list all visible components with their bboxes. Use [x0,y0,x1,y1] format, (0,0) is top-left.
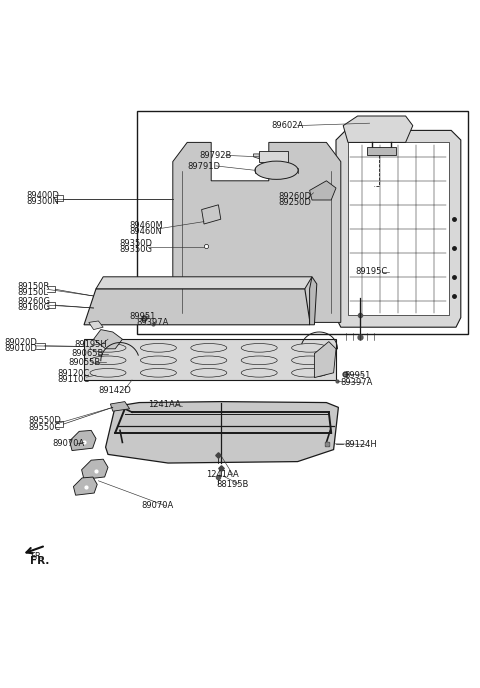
Polygon shape [94,330,122,349]
Polygon shape [310,277,317,325]
Text: 89120C: 89120C [58,369,90,378]
Text: 89350D: 89350D [119,239,152,248]
Text: 89070A: 89070A [53,440,85,449]
Bar [137,111,468,334]
Text: 89791D: 89791D [187,162,220,171]
Text: 89260D: 89260D [278,192,312,201]
Text: 1241AA: 1241AA [206,470,239,479]
Polygon shape [106,402,338,463]
Text: 89951: 89951 [345,371,371,380]
Text: 89195C: 89195C [355,267,387,276]
Polygon shape [110,402,130,411]
Text: 89260G: 89260G [18,297,51,306]
Polygon shape [310,181,336,200]
Polygon shape [367,147,396,155]
Polygon shape [343,116,413,142]
Text: 89250D: 89250D [278,198,311,207]
Polygon shape [84,289,310,325]
Text: 89951: 89951 [130,312,156,321]
Text: 89142D: 89142D [98,386,131,395]
Text: 89550D: 89550D [29,416,61,425]
Text: 89195H: 89195H [74,341,107,350]
Polygon shape [84,339,336,380]
Text: 89350G: 89350G [119,245,152,254]
Polygon shape [70,431,96,451]
Text: 89397A: 89397A [341,378,373,387]
Polygon shape [253,154,259,159]
Text: 89300N: 89300N [26,197,59,206]
Polygon shape [73,477,97,495]
Text: 88195B: 88195B [216,480,248,489]
Text: 89055B: 89055B [68,358,100,367]
Text: 89602A: 89602A [271,121,303,130]
Text: 89020D: 89020D [5,338,37,347]
Text: 89160G: 89160G [18,303,51,312]
Text: 89400D: 89400D [26,191,59,200]
Polygon shape [173,142,341,323]
Text: 89792B: 89792B [199,151,231,160]
Text: 89110C: 89110C [58,376,90,385]
Polygon shape [89,321,103,330]
Text: 1241AA: 1241AA [148,400,180,409]
Polygon shape [348,142,449,315]
Text: 89460N: 89460N [130,227,162,236]
Text: 89065B: 89065B [71,349,103,358]
Text: FR.: FR. [30,556,49,566]
Text: 89460M: 89460M [130,221,163,230]
Text: FR.: FR. [30,552,43,561]
Polygon shape [336,131,461,327]
Text: 89150L: 89150L [18,288,49,297]
Polygon shape [96,277,312,289]
Ellipse shape [255,161,298,180]
Text: 89124H: 89124H [345,440,377,449]
Polygon shape [82,459,108,480]
Text: 89010D: 89010D [5,344,37,354]
Text: 89070A: 89070A [142,502,174,510]
Polygon shape [314,342,336,378]
Text: 89550C: 89550C [29,422,61,431]
Polygon shape [259,151,288,162]
Polygon shape [202,205,221,224]
Text: 89150R: 89150R [18,282,50,291]
Text: 89397A: 89397A [136,319,168,327]
